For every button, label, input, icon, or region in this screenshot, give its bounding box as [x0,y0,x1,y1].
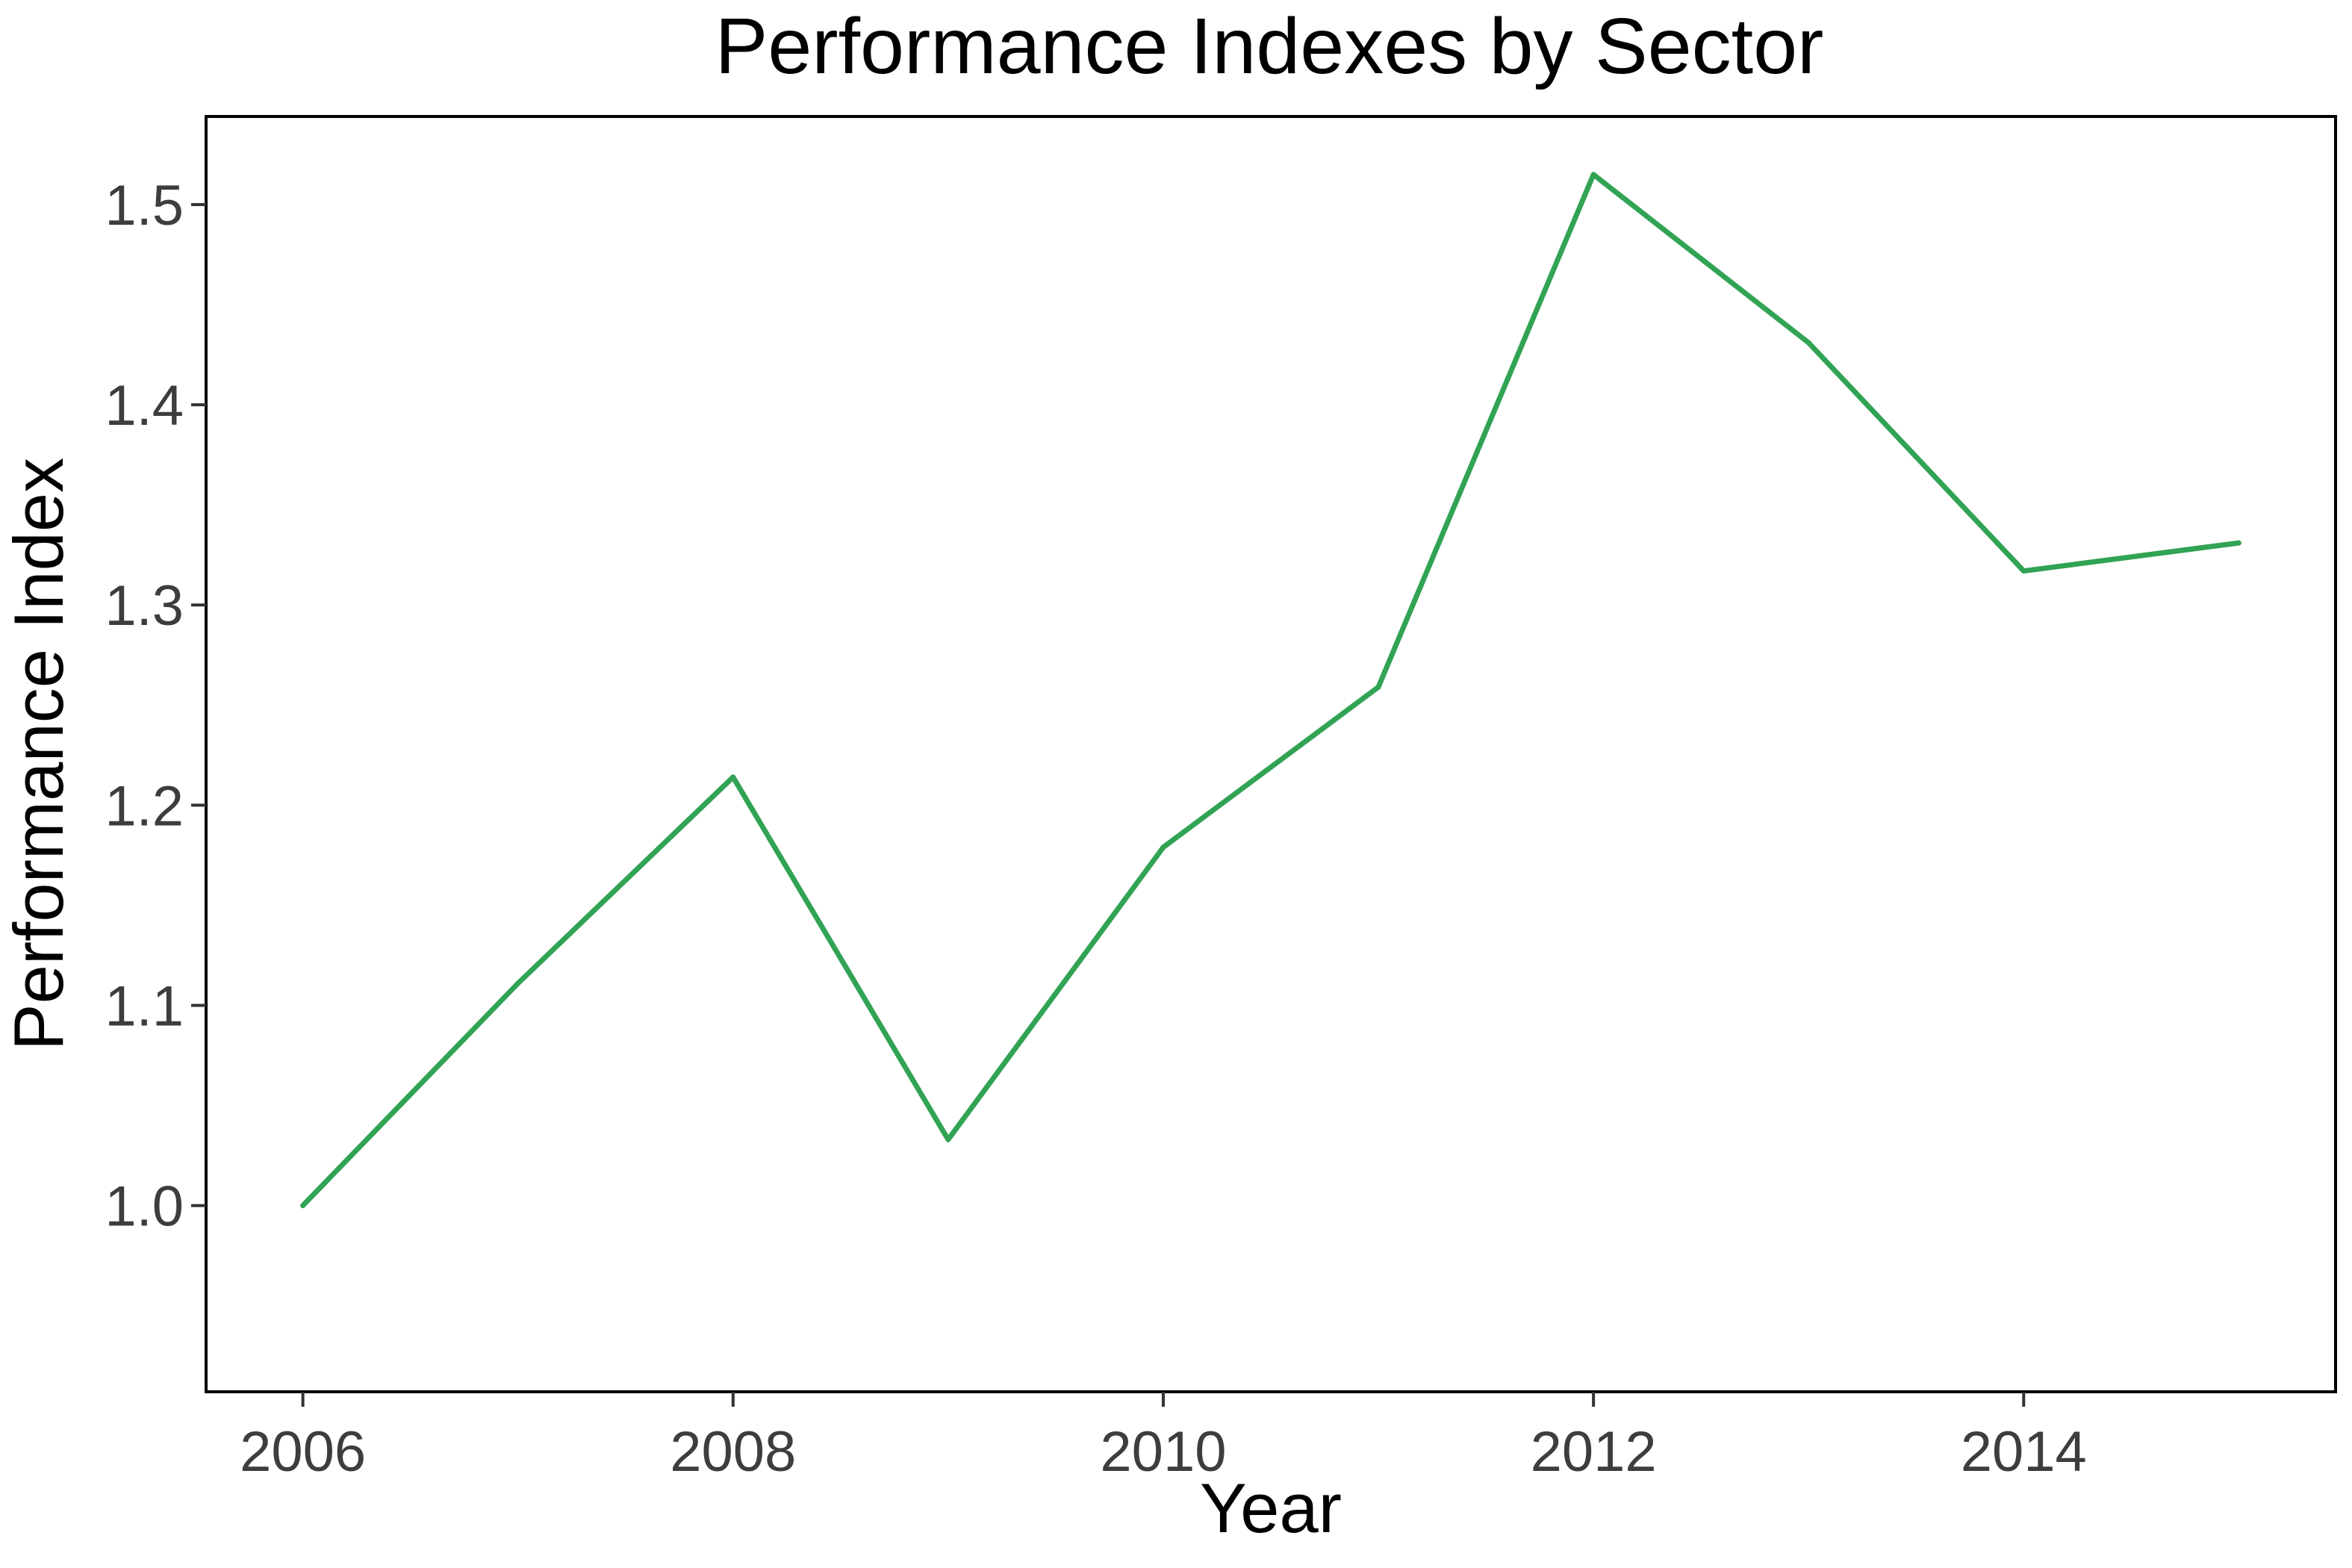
data-point [1160,844,1166,850]
data-point [1805,340,1811,346]
y-axis-title: Performance Index [0,458,78,1051]
data-point [2020,568,2026,574]
y-tick-label: 1.4 [105,374,184,438]
data-point [1590,172,1596,178]
y-tick-label: 1.2 [105,774,184,838]
x-axis-title: Year [1200,1469,1342,1547]
y-tick-label: 1.1 [105,975,184,1039]
plot-panel-border [205,115,2337,1393]
x-tick-label: 2010 [1100,1420,1226,1484]
data-point [945,1136,951,1142]
series-layer [300,172,2241,1209]
x-tick-label: 2012 [1531,1420,1657,1484]
chart-title: Performance Indexes by Sector [715,2,1824,90]
y-axis: 1.0 1.1 1.2 1.3 1.4 1.5 [105,174,206,1239]
data-point [300,1203,306,1209]
x-tick-label: 2008 [670,1420,796,1484]
data-point [730,774,736,780]
x-axis: 2006 2008 2010 2012 2014 [240,1392,2087,1484]
series-line-0 [301,172,2239,1208]
x-tick-label: 2006 [240,1420,366,1484]
y-tick-label: 1.5 [105,174,184,237]
data-point [1375,684,1381,690]
data-point [2236,540,2241,546]
data-point [515,980,521,986]
y-tick-label: 1.0 [105,1175,184,1239]
y-tick-label: 1.3 [105,574,184,638]
x-tick-label: 2014 [1961,1420,2087,1484]
